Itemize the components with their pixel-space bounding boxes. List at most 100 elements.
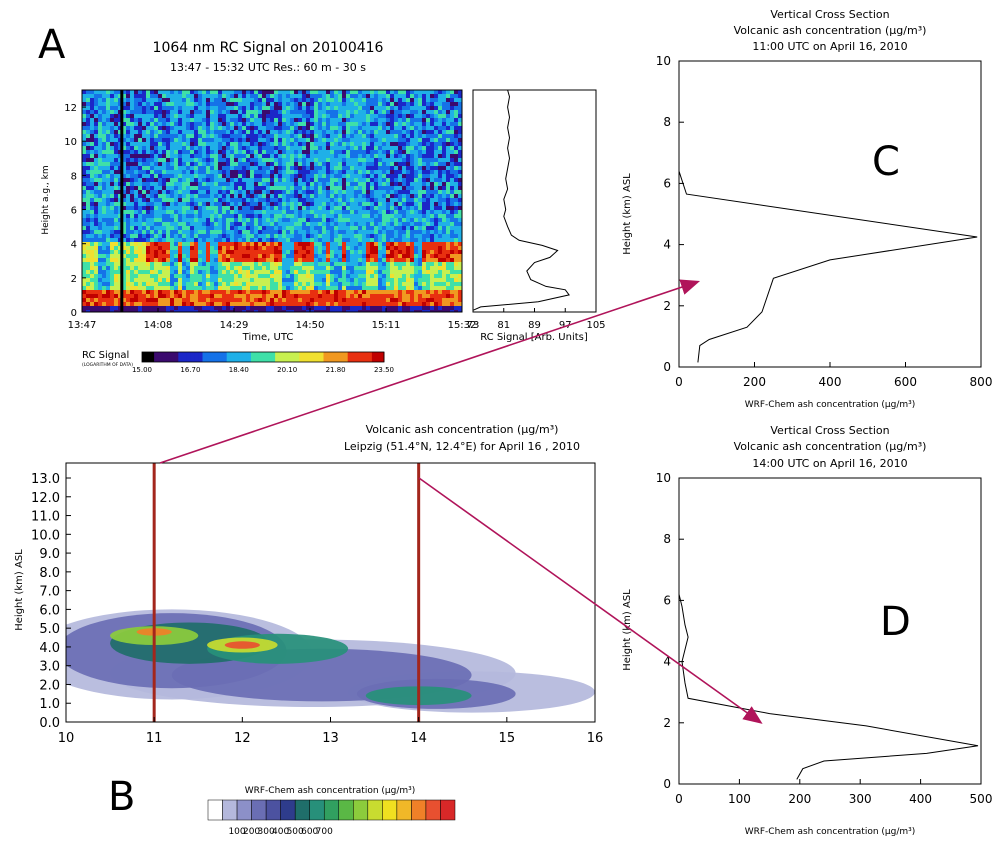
heatmap-cell bbox=[98, 194, 102, 198]
heatmap-cell bbox=[230, 262, 234, 266]
heatmap-cell bbox=[382, 158, 386, 162]
heatmap-cell bbox=[430, 186, 434, 190]
heatmap-cell bbox=[382, 182, 386, 186]
heatmap-cell bbox=[94, 286, 98, 290]
heatmap-cell bbox=[346, 98, 350, 102]
heatmap-cell bbox=[246, 222, 250, 226]
heatmap-cell bbox=[366, 142, 370, 146]
heatmap-cell bbox=[126, 298, 130, 302]
heatmap-cell bbox=[386, 226, 390, 230]
heatmap-cell bbox=[266, 98, 270, 102]
heatmap-cell bbox=[410, 226, 414, 230]
heatmap-cell bbox=[382, 262, 386, 266]
heatmap-cell bbox=[94, 242, 98, 246]
heatmap-cell bbox=[186, 102, 190, 106]
heatmap-cell bbox=[138, 226, 142, 230]
heatmap-cell bbox=[242, 238, 246, 242]
heatmap-cell bbox=[122, 206, 126, 210]
heatmap-cell bbox=[430, 146, 434, 150]
heatmap-cell bbox=[390, 130, 394, 134]
heatmap-cell bbox=[342, 102, 346, 106]
heatmap-cell bbox=[358, 290, 362, 294]
heatmap-cell bbox=[374, 158, 378, 162]
heatmap-cell bbox=[86, 210, 90, 214]
heatmap-cell bbox=[306, 150, 310, 154]
heatmap-cell bbox=[418, 310, 422, 312]
heatmap-cell bbox=[146, 310, 150, 312]
heatmap-cell bbox=[82, 126, 86, 130]
heatmap-cell bbox=[418, 302, 422, 306]
heatmap-cell bbox=[166, 246, 170, 250]
heatmap-cell bbox=[170, 274, 174, 278]
heatmap-cell bbox=[202, 98, 206, 102]
heatmap-cell bbox=[298, 198, 302, 202]
heatmap-cell bbox=[338, 102, 342, 106]
heatmap-cell bbox=[358, 286, 362, 290]
heatmap-cell bbox=[138, 154, 142, 158]
heatmap-cell bbox=[166, 306, 170, 310]
heatmap-cell bbox=[218, 126, 222, 130]
heatmap-cell bbox=[106, 262, 110, 266]
heatmap-cell bbox=[246, 138, 250, 142]
heatmap-cell bbox=[350, 122, 354, 126]
heatmap-cell bbox=[314, 130, 318, 134]
heatmap-cell bbox=[226, 178, 230, 182]
heatmap-cell bbox=[254, 218, 258, 222]
heatmap-cell bbox=[366, 162, 370, 166]
heatmap-cell bbox=[250, 302, 254, 306]
heatmap-cell bbox=[238, 122, 242, 126]
heatmap-cell bbox=[230, 178, 234, 182]
heatmap-cell bbox=[210, 118, 214, 122]
heatmap-cell bbox=[170, 198, 174, 202]
heatmap-cell bbox=[178, 158, 182, 162]
heatmap-cell bbox=[370, 246, 374, 250]
heatmap-cell bbox=[122, 298, 126, 302]
heatmap-cell bbox=[102, 286, 106, 290]
heatmap-cell bbox=[278, 266, 282, 270]
heatmap-cell bbox=[366, 114, 370, 118]
heatmap-cell bbox=[174, 254, 178, 258]
heatmap-cell bbox=[154, 210, 158, 214]
heatmap-cell bbox=[394, 122, 398, 126]
heatmap-cell bbox=[394, 218, 398, 222]
heatmap-cell bbox=[170, 298, 174, 302]
heatmap-cell bbox=[298, 210, 302, 214]
heatmap-cell bbox=[98, 302, 102, 306]
heatmap-cell bbox=[346, 258, 350, 262]
heatmap-cell bbox=[186, 110, 190, 114]
heatmap-cell bbox=[302, 290, 306, 294]
heatmap-cell bbox=[166, 194, 170, 198]
heatmap-cell bbox=[330, 162, 334, 166]
heatmap-cell bbox=[226, 114, 230, 118]
heatmap-cell bbox=[366, 246, 370, 250]
heatmap-cell bbox=[290, 150, 294, 154]
heatmap-cell bbox=[130, 174, 134, 178]
heatmap-cell bbox=[266, 270, 270, 274]
heatmap-cell bbox=[310, 202, 314, 206]
heatmap-cell bbox=[214, 190, 218, 194]
heatmap-cell bbox=[122, 274, 126, 278]
heatmap-cell bbox=[318, 142, 322, 146]
heatmap-cell bbox=[338, 198, 342, 202]
heatmap-cell bbox=[250, 94, 254, 98]
heatmap-cell bbox=[242, 106, 246, 110]
heatmap-cell bbox=[362, 150, 366, 154]
heatmap-cell bbox=[254, 246, 258, 250]
heatmap-cell bbox=[150, 122, 154, 126]
heatmap-cell bbox=[154, 98, 158, 102]
heatmap-cell bbox=[202, 110, 206, 114]
heatmap-cell bbox=[414, 210, 418, 214]
heatmap-cell bbox=[134, 174, 138, 178]
heatmap-cell bbox=[278, 126, 282, 130]
heatmap-cell bbox=[158, 122, 162, 126]
heatmap-cell bbox=[350, 102, 354, 106]
heatmap-cell bbox=[378, 214, 382, 218]
heatmap-cell bbox=[422, 194, 426, 198]
heatmap-cell bbox=[90, 146, 94, 150]
heatmap-cell bbox=[330, 170, 334, 174]
heatmap-cell bbox=[174, 146, 178, 150]
heatmap-cell bbox=[330, 210, 334, 214]
heatmap-cell bbox=[218, 150, 222, 154]
heatmap-cell bbox=[394, 138, 398, 142]
heatmap-cell bbox=[306, 114, 310, 118]
